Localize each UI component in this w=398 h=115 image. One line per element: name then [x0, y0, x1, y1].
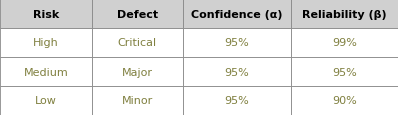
Bar: [0, 0, 92, 29]
Bar: [0, 58, 92, 86]
Text: High: High: [33, 38, 59, 48]
Bar: [183, 86, 291, 115]
Bar: [183, 29, 291, 58]
Bar: [183, 58, 291, 86]
Bar: [291, 58, 398, 86]
Bar: [92, 0, 183, 29]
Bar: [183, 0, 291, 29]
Text: Confidence (α): Confidence (α): [191, 9, 283, 19]
Text: 95%: 95%: [224, 38, 249, 48]
Bar: [92, 86, 183, 115]
Bar: [0, 29, 92, 58]
Text: Major: Major: [122, 67, 153, 77]
Text: Critical: Critical: [118, 38, 157, 48]
Bar: [0, 86, 92, 115]
Bar: [291, 29, 398, 58]
Text: Reliability (β): Reliability (β): [302, 9, 386, 19]
Text: 99%: 99%: [332, 38, 357, 48]
Bar: [291, 86, 398, 115]
Text: 90%: 90%: [332, 96, 357, 106]
Text: 95%: 95%: [224, 96, 249, 106]
Text: 95%: 95%: [332, 67, 357, 77]
Text: Medium: Medium: [23, 67, 68, 77]
Bar: [92, 58, 183, 86]
Text: 95%: 95%: [224, 67, 249, 77]
Text: Low: Low: [35, 96, 57, 106]
Bar: [291, 0, 398, 29]
Text: Risk: Risk: [33, 9, 59, 19]
Bar: [92, 29, 183, 58]
Text: Minor: Minor: [122, 96, 153, 106]
Text: Defect: Defect: [117, 9, 158, 19]
